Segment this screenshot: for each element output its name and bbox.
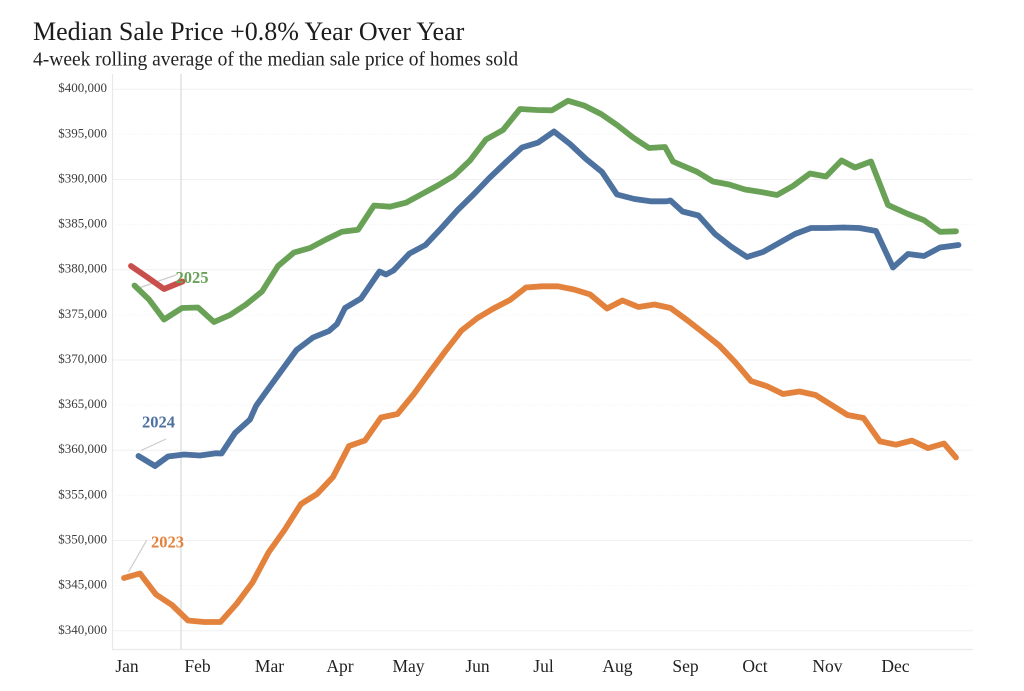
svg-text:$340,000: $340,000 [58, 622, 107, 637]
svg-text:Oct: Oct [742, 656, 767, 676]
svg-text:May: May [392, 656, 424, 676]
svg-text:Dec: Dec [881, 656, 909, 676]
svg-text:$385,000: $385,000 [58, 216, 107, 231]
svg-text:$380,000: $380,000 [58, 261, 107, 276]
svg-text:$395,000: $395,000 [58, 125, 107, 140]
svg-text:Feb: Feb [184, 656, 211, 676]
svg-text:$355,000: $355,000 [58, 486, 107, 501]
svg-text:Apr: Apr [326, 656, 353, 676]
svg-text:$370,000: $370,000 [58, 351, 107, 366]
svg-text:$345,000: $345,000 [58, 577, 107, 592]
svg-text:2025: 2025 [176, 268, 209, 287]
svg-text:$400,000: $400,000 [58, 80, 107, 95]
svg-text:Median Sale Price +0.8% Year O: Median Sale Price +0.8% Year Over Year [33, 17, 465, 46]
svg-text:Aug: Aug [602, 656, 632, 676]
svg-text:4-week rolling average of the: 4-week rolling average of the median sal… [33, 50, 518, 71]
svg-text:$365,000: $365,000 [58, 396, 107, 411]
svg-text:2023: 2023 [151, 533, 184, 552]
svg-text:Mar: Mar [255, 656, 284, 676]
svg-text:$360,000: $360,000 [58, 441, 107, 456]
svg-text:$390,000: $390,000 [58, 171, 107, 186]
svg-text:Jul: Jul [533, 656, 554, 676]
svg-text:Jan: Jan [115, 656, 139, 676]
svg-text:Sep: Sep [672, 656, 699, 676]
svg-text:$350,000: $350,000 [58, 532, 107, 547]
svg-text:2024: 2024 [142, 413, 175, 432]
svg-text:$375,000: $375,000 [58, 306, 107, 321]
svg-text:Jun: Jun [465, 656, 490, 676]
svg-text:Nov: Nov [812, 656, 842, 676]
